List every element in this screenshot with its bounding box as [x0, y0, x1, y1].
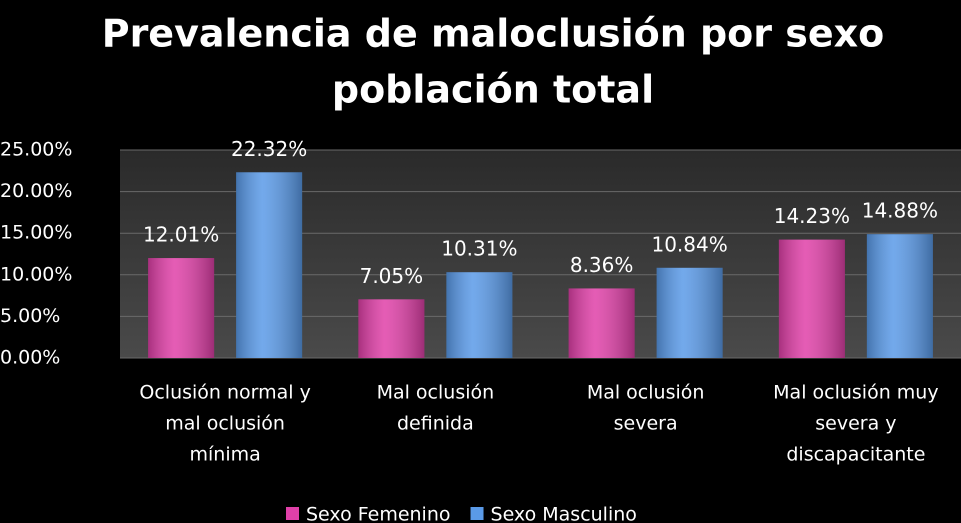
value-label: 22.32% — [231, 137, 307, 161]
bar-shade — [778, 239, 845, 358]
value-label: 7.05% — [360, 264, 424, 288]
value-label: 14.88% — [862, 199, 938, 223]
y-tick-label: 20.00% — [0, 180, 72, 202]
bar-shade — [446, 272, 513, 358]
legend-swatch — [286, 507, 299, 520]
x-tick-label: mal oclusión — [165, 413, 285, 435]
y-tick-label: 5.00% — [0, 305, 60, 327]
chart-title: Prevalencia de maloclusión por sexo — [102, 12, 885, 56]
y-tick-label: 25.00% — [0, 139, 72, 161]
bar-shade — [358, 299, 425, 358]
x-tick-label: definida — [397, 413, 474, 435]
x-tick-label: Mal oclusión muy — [773, 382, 938, 404]
y-tick-label: 10.00% — [0, 263, 72, 285]
value-label: 10.31% — [441, 237, 517, 261]
x-tick-label: severa y — [815, 413, 896, 435]
value-label: 8.36% — [570, 253, 634, 277]
bar-shade — [148, 258, 215, 358]
legend-label: Sexo Masculino — [491, 504, 637, 523]
value-label: 10.84% — [651, 232, 727, 256]
y-tick-label: 0.00% — [0, 347, 60, 369]
x-tick-label: mínima — [189, 444, 260, 466]
bar-shade — [656, 267, 723, 358]
x-tick-label: Mal oclusión — [587, 382, 705, 404]
value-label: 12.01% — [143, 223, 219, 247]
bar-shade — [568, 288, 635, 358]
y-tick-label: 15.00% — [0, 222, 72, 244]
x-tick-label: Mal oclusión — [377, 382, 495, 404]
value-label: 14.23% — [774, 204, 850, 228]
bar-shade — [236, 172, 303, 358]
x-tick-label: discapacitante — [786, 444, 925, 466]
legend-swatch — [470, 507, 484, 520]
bar-shade — [866, 234, 933, 358]
x-tick-label: Oclusión normal y — [139, 382, 310, 404]
chart-title: población total — [332, 68, 654, 112]
x-tick-label: severa — [614, 413, 678, 435]
legend-label: Sexo Femenino — [306, 504, 451, 523]
